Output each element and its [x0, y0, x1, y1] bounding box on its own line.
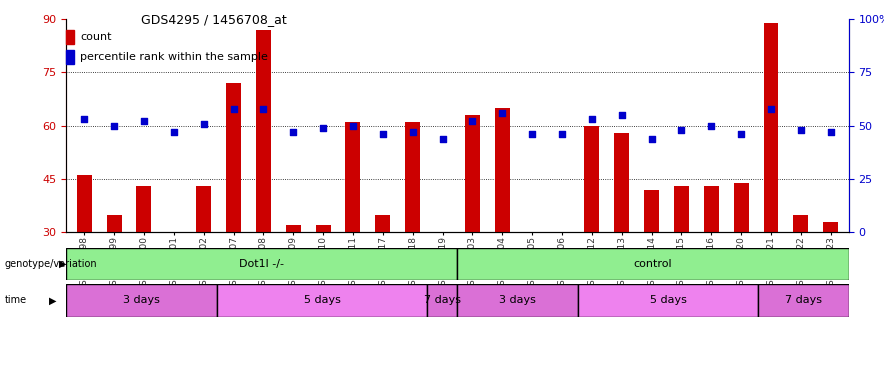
Point	[226, 106, 240, 112]
Point	[167, 129, 181, 135]
Text: 3 days: 3 days	[499, 295, 536, 306]
Bar	[644, 190, 659, 232]
Point	[316, 125, 330, 131]
Point	[824, 129, 838, 135]
Point	[555, 131, 569, 137]
Text: control: control	[634, 259, 673, 269]
Text: 7 days: 7 days	[424, 295, 461, 306]
Point	[495, 110, 509, 116]
Bar	[405, 122, 420, 232]
Bar	[376, 215, 390, 232]
Point	[705, 123, 719, 129]
Point	[137, 118, 151, 124]
Text: ▶: ▶	[59, 259, 66, 269]
Bar	[578, 284, 758, 317]
Point	[436, 136, 450, 142]
Bar	[427, 284, 458, 317]
Bar	[764, 23, 779, 232]
Bar	[66, 30, 74, 44]
Text: 5 days: 5 days	[303, 295, 340, 306]
Text: genotype/variation: genotype/variation	[4, 259, 97, 269]
Bar	[734, 183, 749, 232]
Point	[376, 131, 390, 137]
Text: count: count	[80, 32, 111, 42]
Point	[77, 116, 91, 122]
Bar	[77, 175, 92, 232]
Bar	[196, 186, 211, 232]
Bar	[465, 115, 480, 232]
Text: Dot1l -/-: Dot1l -/-	[240, 259, 285, 269]
Bar	[66, 50, 74, 64]
Text: 7 days: 7 days	[785, 295, 822, 306]
Text: ▶: ▶	[49, 295, 56, 305]
Bar	[584, 126, 599, 232]
Bar	[458, 284, 578, 317]
Point	[107, 123, 121, 129]
Bar	[136, 186, 151, 232]
Bar	[217, 284, 427, 317]
Point	[794, 127, 808, 133]
Bar	[823, 222, 838, 232]
Bar	[286, 225, 301, 232]
Bar	[458, 248, 849, 280]
Point	[256, 106, 271, 112]
Point	[674, 127, 689, 133]
Text: time: time	[4, 295, 27, 305]
Point	[406, 129, 420, 135]
Bar	[674, 186, 689, 232]
Point	[614, 112, 629, 118]
Bar	[794, 215, 808, 232]
Bar	[346, 122, 361, 232]
Bar	[107, 215, 121, 232]
Text: percentile rank within the sample: percentile rank within the sample	[80, 52, 268, 62]
Bar	[495, 108, 510, 232]
Text: 5 days: 5 days	[650, 295, 687, 306]
Text: GDS4295 / 1456708_at: GDS4295 / 1456708_at	[141, 13, 287, 26]
Point	[764, 106, 778, 112]
Bar	[66, 284, 217, 317]
Bar	[255, 30, 271, 232]
Bar	[316, 225, 331, 232]
Point	[346, 123, 360, 129]
Point	[734, 131, 748, 137]
Point	[286, 129, 301, 135]
Bar	[704, 186, 719, 232]
Point	[465, 118, 479, 124]
Text: 3 days: 3 days	[123, 295, 160, 306]
Point	[525, 131, 539, 137]
Point	[585, 116, 599, 122]
Bar	[226, 83, 241, 232]
Point	[196, 121, 210, 127]
Bar	[758, 284, 849, 317]
Bar	[614, 133, 629, 232]
Bar	[66, 248, 458, 280]
Point	[644, 136, 659, 142]
